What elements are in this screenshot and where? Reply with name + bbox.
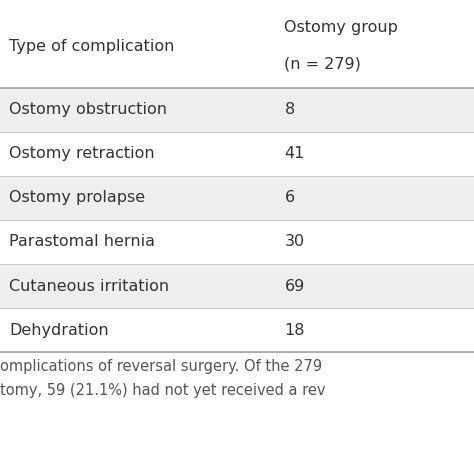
Bar [0, 88, 474, 132]
Bar [0, 220, 474, 264]
Bar [0, 352, 474, 400]
Text: (n = 279): (n = 279) [284, 57, 361, 72]
Text: 41: 41 [284, 146, 305, 161]
Text: tomy, 59 (21.1%) had not yet received a rev: tomy, 59 (21.1%) had not yet received a … [0, 383, 326, 398]
Bar [0, 5, 474, 88]
Text: omplications of reversal surgery. Of the 279: omplications of reversal surgery. Of the… [0, 359, 322, 374]
Text: Ostomy obstruction: Ostomy obstruction [9, 102, 167, 117]
Text: Type of complication: Type of complication [9, 39, 175, 54]
Text: Parastomal hernia: Parastomal hernia [9, 235, 155, 249]
Text: Dehydration: Dehydration [9, 323, 109, 337]
Text: Ostomy group: Ostomy group [284, 20, 398, 36]
Bar [0, 176, 474, 220]
Text: 8: 8 [284, 102, 295, 117]
Bar [0, 264, 474, 308]
Text: Ostomy retraction: Ostomy retraction [9, 146, 155, 161]
Text: 18: 18 [284, 323, 305, 337]
Text: 6: 6 [284, 191, 294, 205]
Text: Cutaneous irritation: Cutaneous irritation [9, 279, 170, 293]
Text: Ostomy prolapse: Ostomy prolapse [9, 191, 146, 205]
Bar [0, 308, 474, 352]
Text: 69: 69 [284, 279, 305, 293]
Text: 30: 30 [284, 235, 304, 249]
Bar [0, 132, 474, 176]
